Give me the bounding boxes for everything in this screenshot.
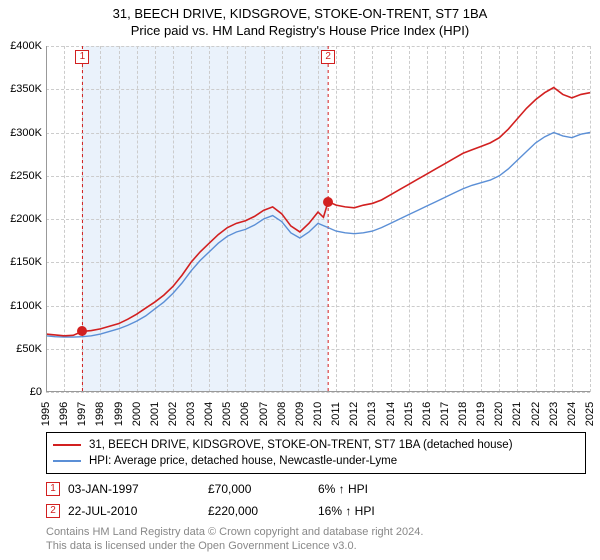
- ytick-label: £100K: [10, 300, 42, 312]
- series-svg: [46, 46, 590, 392]
- xtick-label: 1996: [58, 402, 70, 426]
- xtick-label: 2015: [403, 402, 415, 426]
- xtick-label: 2018: [457, 402, 469, 426]
- sale-dot-2: [323, 197, 333, 207]
- legend-row-hpi: HPI: Average price, detached house, Newc…: [53, 453, 579, 469]
- sale-date: 22-JUL-2010: [68, 504, 208, 518]
- sale-diff: 16% ↑ HPI: [318, 504, 458, 518]
- xtick-label: 2011: [330, 402, 342, 426]
- sale-row-2: 2 22-JUL-2010£220,00016% ↑ HPI: [46, 500, 458, 522]
- xtick-label: 2003: [185, 402, 197, 426]
- xtick-label: 2024: [566, 402, 578, 426]
- gridline-h: [46, 392, 590, 393]
- xtick-label: 2022: [530, 402, 542, 426]
- ytick-label: £150K: [10, 256, 42, 268]
- xtick-label: 2017: [439, 402, 451, 426]
- axis-y: [46, 46, 47, 392]
- xtick-label: 2005: [221, 402, 233, 426]
- legend-label: HPI: Average price, detached house, Newc…: [89, 455, 397, 467]
- xtick-label: 2012: [348, 402, 360, 426]
- footnote-line2: This data is licensed under the Open Gov…: [46, 540, 423, 554]
- xtick-label: 2004: [203, 402, 215, 426]
- title-block: 31, BEECH DRIVE, KIDSGROVE, STOKE-ON-TRE…: [0, 0, 600, 40]
- legend-label: 31, BEECH DRIVE, KIDSGROVE, STOKE-ON-TRE…: [89, 439, 513, 451]
- ytick-label: £250K: [10, 170, 42, 182]
- xtick-label: 2009: [294, 402, 306, 426]
- xtick-label: 2025: [584, 402, 596, 426]
- xtick-label: 1995: [40, 402, 52, 426]
- ytick-label: £300K: [10, 127, 42, 139]
- xtick-label: 2020: [493, 402, 505, 426]
- sale-dot-1: [77, 326, 87, 336]
- xtick-label: 2010: [312, 402, 324, 426]
- sale-price: £70,000: [208, 482, 318, 496]
- sale-row-1: 1 03-JAN-1997£70,0006% ↑ HPI: [46, 478, 458, 500]
- sale-marker: 1: [46, 482, 60, 496]
- event-marker-1: 1: [75, 50, 89, 64]
- series-property: [46, 88, 590, 336]
- xtick-label: 2014: [385, 402, 397, 426]
- sales-block: 1 03-JAN-1997£70,0006% ↑ HPI 2 22-JUL-2010£…: [46, 478, 458, 522]
- xtick-label: 1998: [94, 402, 106, 426]
- xtick-label: 2008: [276, 402, 288, 426]
- legend-swatch: [53, 444, 81, 446]
- series-hpi: [46, 133, 590, 338]
- legend-box: 31, BEECH DRIVE, KIDSGROVE, STOKE-ON-TRE…: [46, 432, 586, 474]
- xtick-label: 2000: [131, 402, 143, 426]
- footnote: Contains HM Land Registry data © Crown c…: [46, 526, 423, 554]
- title-subtitle: Price paid vs. HM Land Registry's House …: [0, 23, 600, 38]
- axis-x: [46, 391, 590, 392]
- ytick-label: £200K: [10, 213, 42, 225]
- xtick-label: 2001: [149, 402, 161, 426]
- xtick-label: 2002: [167, 402, 179, 426]
- ytick-label: £350K: [10, 83, 42, 95]
- ytick-label: £50K: [16, 343, 42, 355]
- ytick-label: £0: [30, 386, 42, 398]
- legend-row-property: 31, BEECH DRIVE, KIDSGROVE, STOKE-ON-TRE…: [53, 437, 579, 453]
- figure-root: 31, BEECH DRIVE, KIDSGROVE, STOKE-ON-TRE…: [0, 0, 600, 560]
- chart-area: £0£50K£100K£150K£200K£250K£300K£350K£400…: [46, 46, 590, 392]
- xtick-label: 2021: [511, 402, 523, 426]
- sale-date: 03-JAN-1997: [68, 482, 208, 496]
- xtick-label: 1997: [76, 402, 88, 426]
- sale-diff: 6% ↑ HPI: [318, 482, 458, 496]
- xtick-label: 2023: [548, 402, 560, 426]
- xtick-label: 2007: [258, 402, 270, 426]
- ytick-label: £400K: [10, 40, 42, 52]
- xtick-label: 1999: [113, 402, 125, 426]
- sale-price: £220,000: [208, 504, 318, 518]
- sale-marker: 2: [46, 504, 60, 518]
- xtick-label: 2006: [239, 402, 251, 426]
- event-marker-2: 2: [321, 50, 335, 64]
- gridline-v: [590, 46, 591, 392]
- xtick-label: 2019: [475, 402, 487, 426]
- footnote-line1: Contains HM Land Registry data © Crown c…: [46, 526, 423, 540]
- legend-swatch: [53, 460, 81, 462]
- title-address: 31, BEECH DRIVE, KIDSGROVE, STOKE-ON-TRE…: [0, 6, 600, 21]
- xtick-label: 2016: [421, 402, 433, 426]
- xtick-label: 2013: [366, 402, 378, 426]
